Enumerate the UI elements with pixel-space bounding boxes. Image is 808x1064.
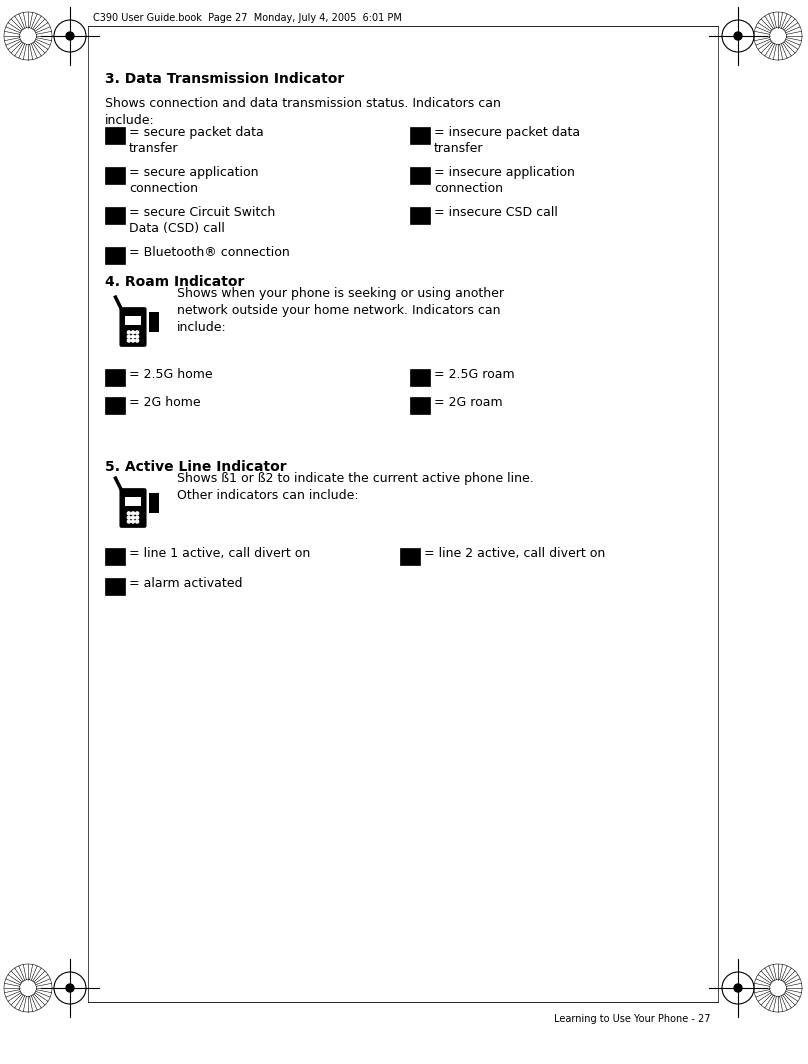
Circle shape [128,520,130,523]
Text: C390 User Guide.book  Page 27  Monday, July 4, 2005  6:01 PM: C390 User Guide.book Page 27 Monday, Jul… [93,13,402,23]
Circle shape [132,339,134,342]
Text: = secure Circuit Switch
Data (CSD) call: = secure Circuit Switch Data (CSD) call [129,206,276,235]
Text: Shows connection and data transmission status. Indicators can
include:: Shows connection and data transmission s… [105,97,501,127]
Text: = 2.5G home: = 2.5G home [129,368,213,381]
Bar [105,548,125,565]
Text: = 2.5G roam: = 2.5G roam [434,368,515,381]
Bar [105,397,125,414]
Text: = insecure CSD call: = insecure CSD call [434,206,558,219]
Circle shape [128,331,130,334]
Circle shape [66,32,74,40]
Circle shape [132,516,134,519]
Circle shape [128,335,130,338]
Bar [105,578,125,595]
Bar [105,369,125,386]
Circle shape [132,331,134,334]
Text: = Bluetooth® connection: = Bluetooth® connection [129,246,290,259]
Circle shape [136,520,139,523]
Bar [125,497,141,506]
Circle shape [128,512,130,515]
Circle shape [132,335,134,338]
Bar [410,369,430,386]
Bar [105,127,125,144]
Text: Shows ß1 or ß2 to indicate the current active phone line.
Other indicators can i: Shows ß1 or ß2 to indicate the current a… [177,472,534,502]
Text: Learning to Use Your Phone - 27: Learning to Use Your Phone - 27 [553,1014,710,1024]
Circle shape [132,520,134,523]
Text: = alarm activated: = alarm activated [129,577,242,591]
Circle shape [734,984,742,992]
Text: = secure application
connection: = secure application connection [129,166,259,195]
Bar [149,505,158,513]
Bar [410,207,430,225]
Text: = insecure packet data
transfer: = insecure packet data transfer [434,126,580,155]
Text: = line 1 active, call divert on: = line 1 active, call divert on [129,547,310,560]
Text: Shows when your phone is seeking or using another
network outside your home netw: Shows when your phone is seeking or usin… [177,287,504,334]
Bar [105,247,125,264]
Text: = insecure application
connection: = insecure application connection [434,166,574,195]
Bar [400,548,420,565]
Circle shape [136,339,139,342]
Circle shape [66,984,74,992]
Text: = secure packet data
transfer: = secure packet data transfer [129,126,263,155]
Bar [105,207,125,225]
Bar [105,167,125,184]
Bar [149,318,158,326]
Circle shape [734,32,742,40]
Circle shape [136,516,139,519]
Bar [149,325,158,332]
Circle shape [132,512,134,515]
Circle shape [128,339,130,342]
Circle shape [136,335,139,338]
Bar [125,316,141,326]
Circle shape [128,516,130,519]
Bar [410,167,430,184]
Text: = 2G home: = 2G home [129,396,200,409]
Circle shape [136,331,139,334]
FancyBboxPatch shape [120,307,146,347]
Bar [149,493,158,501]
Bar [410,127,430,144]
Circle shape [136,512,139,515]
Bar [410,397,430,414]
Text: 5. Active Line Indicator: 5. Active Line Indicator [105,460,287,473]
FancyBboxPatch shape [120,488,146,528]
Text: 3. Data Transmission Indicator: 3. Data Transmission Indicator [105,72,344,86]
Text: = line 2 active, call divert on: = line 2 active, call divert on [424,547,605,560]
Text: 4. Roam Indicator: 4. Roam Indicator [105,275,244,289]
Text: = 2G roam: = 2G roam [434,396,503,409]
Bar [149,499,158,506]
Bar [149,312,158,320]
